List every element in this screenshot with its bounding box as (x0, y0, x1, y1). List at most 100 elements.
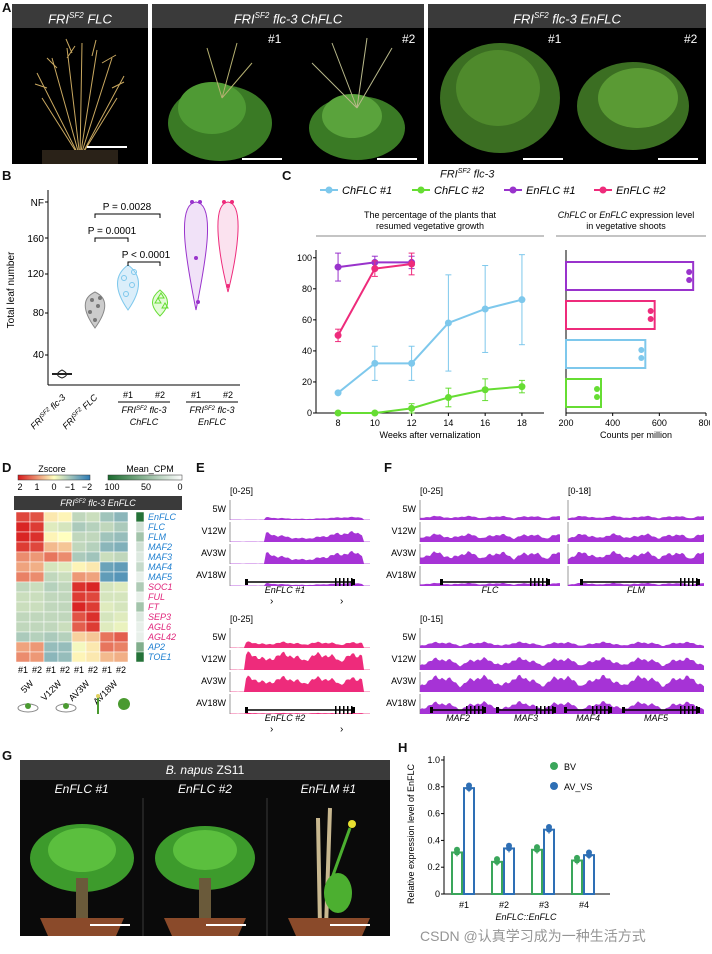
cpm-cell (135, 581, 145, 593)
coverage-track (420, 582, 560, 586)
gene-label: TOE1 (148, 652, 171, 662)
heatmap-cell (99, 631, 115, 643)
f-gene-maf5: MAF5 (644, 713, 669, 723)
panel-f-tracks: [0-25] [0-18] [0-15] 5W V12W AV3W AV18W 5W V1… (386, 486, 704, 723)
gene-label: SEP3 (148, 612, 171, 622)
legend-en1: EnFLC #1 (526, 185, 576, 197)
qpcr-bar (543, 828, 555, 895)
heatmap-cell (71, 561, 87, 573)
track-label: 5W (213, 632, 227, 642)
heatmap-cell (113, 521, 129, 533)
pval-2: P = 0.0001 (88, 226, 137, 237)
rapeseed-plants-illustration (30, 798, 370, 936)
bar-point (638, 355, 645, 361)
qpcr-bar (531, 848, 543, 895)
legend-en2: EnFLC #2 (616, 185, 666, 197)
left-title-2: resumed vegetative growth (376, 221, 484, 231)
h-ytick: 0.2 (427, 862, 440, 872)
zs-m2: −2 (82, 482, 92, 492)
cpm-50: 50 (141, 482, 151, 492)
rep-label-en1: #1 (548, 32, 562, 46)
ytick-nf: NF (31, 198, 44, 209)
series-line (337, 298, 523, 394)
heatmap-cell (71, 551, 87, 563)
track-label: AV18W (196, 570, 226, 580)
data-point (408, 404, 416, 412)
panel-c-title: FRISF2 flc-3 (440, 168, 495, 181)
heatmap-cell (15, 601, 31, 613)
zs-2: 2 (17, 482, 22, 492)
data-point (408, 359, 416, 367)
heatmap-cell (43, 551, 59, 563)
track-label: AV18W (196, 698, 226, 708)
c-xlabel-right: Counts per million (600, 430, 672, 440)
replicate-label: #2 (32, 665, 42, 675)
qpcr-point (454, 846, 460, 853)
h-legend-bv: BV (564, 762, 576, 772)
heatmap-cell (29, 621, 45, 633)
violin-flc (84, 291, 106, 329)
h-ytick: 0.4 (427, 835, 440, 845)
heatmap-cell (29, 531, 45, 543)
legend-ch1: ChFLC #1 (342, 185, 392, 197)
panel-b-violin-plot: Total leaf number 40 80 120 160 NF P = 0… (6, 190, 240, 431)
heatmap-cell (85, 591, 101, 603)
stage-label: V12W (39, 678, 64, 703)
panel-b-letter: B (2, 168, 12, 183)
heatmap-cell (15, 531, 31, 543)
h-ytick: 0.8 (427, 782, 440, 792)
heatmap-cell (99, 561, 115, 573)
data-point (518, 383, 526, 391)
expression-bar (565, 339, 647, 369)
heatmap-cell (29, 561, 45, 573)
cpm-cell (135, 541, 145, 553)
cpm-cell (135, 591, 145, 603)
heatmap-cell (113, 581, 129, 593)
cpm-cell (135, 631, 145, 643)
heatmap-cell (29, 581, 45, 593)
enflc-plants-illustration (440, 43, 698, 160)
heatmap-cell (29, 631, 45, 643)
heatmap-cell (57, 581, 73, 593)
c-right-xtick: 600 (652, 418, 667, 428)
heatmap-cell (57, 631, 73, 643)
track-label: V12W (201, 654, 226, 664)
f-range-1: [0-25] (420, 486, 443, 496)
heatmap-cell (71, 581, 87, 593)
h-xlabel: #2 (499, 900, 509, 910)
heatmap-cell (85, 611, 101, 623)
group-chflc-line1: FRISF2 flc-3 (121, 405, 166, 415)
panel-a-header-2: FRISF2 flc-3 ChFLC (152, 4, 424, 28)
c-right-xtick: 400 (605, 418, 620, 428)
heatmap-cell (71, 641, 87, 653)
heatmap-cell (85, 541, 101, 553)
panel-f-letter: F (384, 460, 392, 475)
heatmap-cell (85, 531, 101, 543)
coverage-track (568, 582, 704, 586)
heatmap-cell (57, 511, 73, 523)
heatmap-cell (113, 531, 129, 543)
heatmap-cell (29, 651, 45, 663)
heatmap-cell (57, 601, 73, 613)
heatmap-cell (113, 561, 129, 573)
heatmap-cell (71, 531, 87, 543)
data-point (518, 296, 526, 304)
group-enflc-line1: FRISF2 flc-3 (189, 405, 234, 415)
heatmap-cell (99, 521, 115, 533)
bar-point (686, 269, 693, 275)
heatmap-cell (113, 641, 129, 653)
c-xtick: 16 (480, 418, 490, 428)
svg-text:›: › (270, 724, 273, 735)
zs-0: 0 (51, 482, 56, 492)
qpcr-point (534, 844, 540, 851)
f-gene-flc: FLC (481, 585, 499, 595)
data-point (444, 393, 452, 401)
panel-g-letter: G (2, 748, 13, 763)
heatmap-cell (85, 571, 101, 583)
c-ytick: 0 (307, 408, 312, 418)
heatmap-cell (85, 651, 101, 663)
left-title-1: The percentage of the plants that (364, 210, 497, 220)
track-label: AV18W (386, 570, 416, 580)
heatmap-cell (15, 611, 31, 623)
gene-label: FT (148, 602, 160, 612)
